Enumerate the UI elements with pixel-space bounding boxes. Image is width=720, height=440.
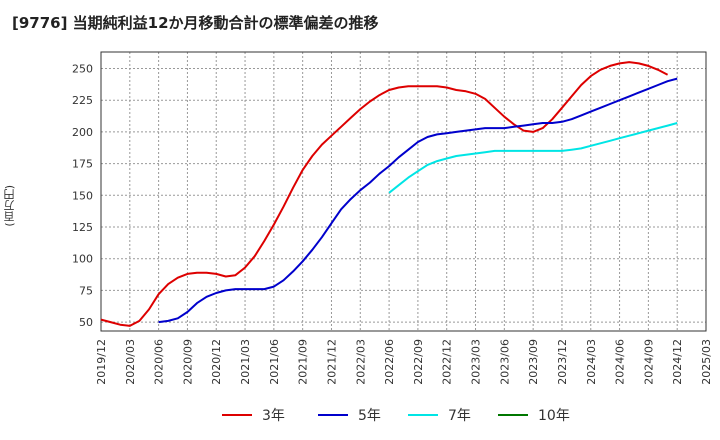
y-tick-label: 250 xyxy=(72,62,93,75)
x-tick-label: 2020/03 xyxy=(124,339,137,385)
x-tick-label: 2024/09 xyxy=(642,339,655,385)
x-tick-label: 2025/03 xyxy=(700,339,713,385)
y-tick-label: 125 xyxy=(72,221,93,234)
legend-label: 5年 xyxy=(358,408,381,424)
x-tick-label: 2022/03 xyxy=(354,339,367,385)
y-tick-label: 175 xyxy=(72,158,93,171)
legend-label: 3年 xyxy=(262,408,285,424)
x-tick-label: 2023/06 xyxy=(498,339,511,385)
x-tick-label: 2021/06 xyxy=(268,339,281,385)
x-tick-label: 2022/09 xyxy=(412,339,425,385)
x-tick-label: 2020/09 xyxy=(181,339,194,385)
legend-label: 10年 xyxy=(538,408,570,424)
series-line-3年 xyxy=(100,61,669,327)
series-line-7年 xyxy=(388,122,678,194)
y-tick-label: 100 xyxy=(72,253,93,266)
y-tick-label: 50 xyxy=(79,316,93,329)
chart-title: [9776] 当期純利益12か月移動合計の標準偏差の推移 xyxy=(12,14,379,32)
x-tick-label: 2024/06 xyxy=(614,339,627,385)
x-tick-label: 2023/09 xyxy=(527,339,540,385)
plot-frame xyxy=(100,51,707,332)
x-tick-label: 2022/12 xyxy=(441,339,454,385)
legend-label: 7年 xyxy=(448,408,471,424)
x-tick-label: 2019/12 xyxy=(95,339,108,385)
y-tick-label: 225 xyxy=(72,94,93,107)
x-tick-label: 2022/06 xyxy=(383,339,396,385)
x-tick-label: 2023/12 xyxy=(556,339,569,385)
x-tick-label: 2024/12 xyxy=(671,339,684,385)
x-tick-label: 2024/03 xyxy=(585,339,598,385)
y-tick-label: 200 xyxy=(72,126,93,139)
x-tick-label: 2021/12 xyxy=(325,339,338,385)
x-tick-label: 2020/12 xyxy=(210,339,223,385)
plot-area xyxy=(101,52,706,331)
x-tick-label: 2023/03 xyxy=(470,339,483,385)
series-line-5年 xyxy=(158,77,678,324)
y-tick-label: 150 xyxy=(72,189,93,202)
y-tick-label: 75 xyxy=(79,284,93,297)
x-tick-label: 2021/03 xyxy=(239,339,252,385)
x-tick-label: 2021/09 xyxy=(297,339,310,385)
x-tick-label: 2020/06 xyxy=(153,339,166,385)
